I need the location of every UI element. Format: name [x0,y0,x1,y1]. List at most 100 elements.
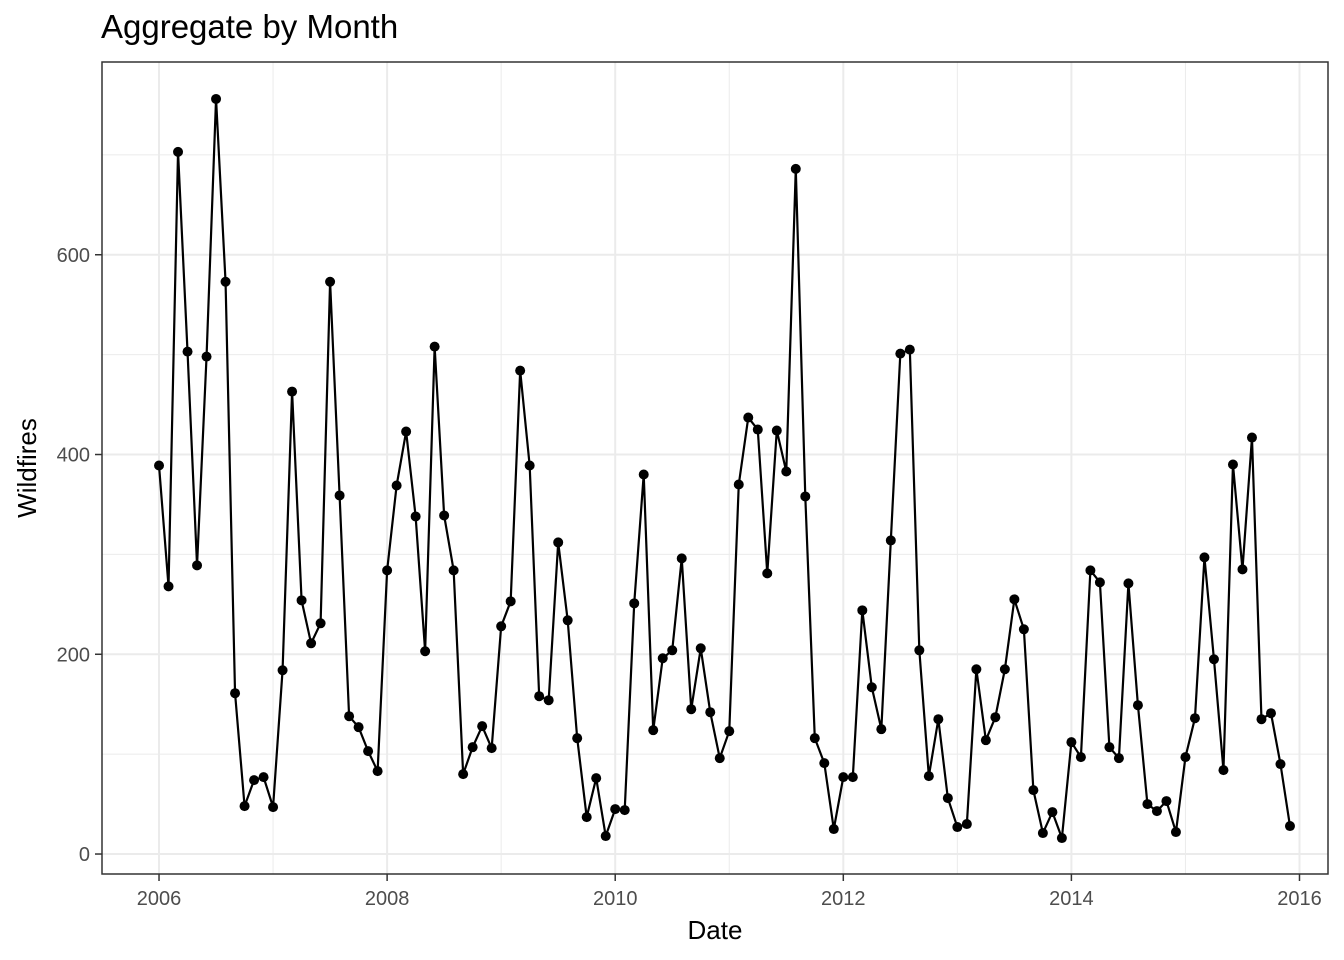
data-point [648,725,659,736]
data-point [353,722,364,733]
data-point [733,479,744,490]
data-point [1284,821,1295,832]
data-point [1265,708,1276,719]
data-point [496,621,507,632]
chart-title: Aggregate by Month [101,8,399,45]
data-point [173,146,184,157]
data-point [1208,654,1219,665]
data-point [714,753,725,764]
x-tick-label: 2016 [1277,888,1322,910]
data-point [1066,737,1077,748]
data-point [819,758,830,769]
data-point [971,664,982,675]
data-point [572,733,583,744]
data-point [553,537,564,548]
data-point [876,724,887,735]
data-point [1180,752,1191,763]
data-point [439,510,450,521]
data-point [534,691,545,702]
data-point [828,824,839,835]
data-point [429,341,440,352]
data-point [809,733,820,744]
data-point [182,346,193,357]
data-point [230,688,241,699]
plot-border [101,61,1329,875]
data-point [914,645,925,656]
data-point [268,802,279,813]
data-point [724,726,735,737]
data-point [752,424,763,435]
data-point [885,535,896,546]
data-point [1085,565,1096,576]
data-point [1237,564,1248,575]
data-point [401,426,412,437]
data-point [1189,713,1200,724]
data-point [857,605,868,616]
data-point [154,460,165,471]
data-point [866,682,877,693]
data-point [847,772,858,783]
data-point [743,412,754,423]
data-point [1037,828,1048,839]
data-point [1218,765,1229,776]
data-point [1056,833,1067,844]
data-point [1227,459,1238,470]
data-point [296,595,307,606]
data-point [477,721,488,732]
data-point [638,469,649,480]
data-point [1132,700,1143,711]
x-tick-label: 2012 [821,888,866,910]
series-line [157,97,1292,840]
data-point [1094,577,1105,588]
data-point [467,742,478,753]
data-point [1275,759,1286,770]
data-point [790,163,801,174]
y-tick-label: 600 [57,245,90,267]
data-point [1151,806,1162,817]
data-point [382,565,393,576]
x-tick-label: 2006 [137,888,182,910]
data-point [249,775,260,786]
data-point [211,93,222,104]
data-point [306,638,317,649]
data-point [800,491,811,502]
data-point [610,804,621,815]
data-point [657,653,668,664]
data-point [591,773,602,784]
data-point [505,596,516,607]
y-axis-title: Wildfires [12,418,42,518]
data-point [705,707,716,718]
data-point [391,480,402,491]
data-point [762,568,773,579]
x-tick-label: 2010 [593,888,638,910]
data-point [515,365,526,376]
data-point [1009,594,1020,605]
data-point [1256,714,1267,725]
x-tick-label: 2014 [1049,888,1094,910]
y-tick-label: 200 [57,644,90,666]
data-point [486,743,497,754]
data-point [163,581,174,592]
axis-tick-labels: 2006 2008 2010 2012 2014 2016 0 200 400 600 [57,245,1322,910]
data-point [420,646,431,657]
data-point [1018,624,1029,635]
data-point [942,793,953,804]
data-point [220,276,231,287]
data-point [458,769,469,780]
data-point [1047,807,1058,818]
data-point [961,819,972,830]
data-point [923,771,934,782]
data-point [933,714,944,725]
data-point [1113,753,1124,764]
data-point [334,490,345,501]
data-point [695,643,706,654]
data-point [895,348,906,359]
y-tick-label: 0 [79,844,90,866]
x-tick-label: 2008 [365,888,410,910]
data-point [192,560,203,571]
data-point [1123,578,1134,589]
data-point [629,598,640,609]
data-point [1142,799,1153,810]
axis-ticks [95,254,1301,881]
